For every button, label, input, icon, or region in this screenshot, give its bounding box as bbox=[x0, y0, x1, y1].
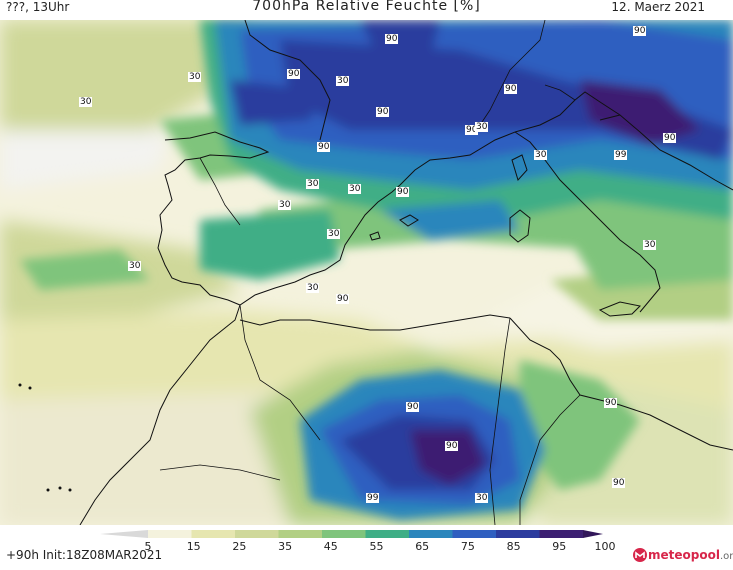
contour-label: 90 bbox=[604, 398, 618, 408]
colorbar-swatch bbox=[539, 530, 584, 538]
meteopool-logo[interactable]: meteopool.org bbox=[632, 546, 733, 564]
contour-label: 90 bbox=[465, 125, 479, 135]
colorbar-under-arrow bbox=[100, 530, 148, 538]
colorbar-tick-label: 45 bbox=[324, 540, 338, 553]
colorbar-swatch bbox=[322, 530, 366, 538]
colorbar-swatches bbox=[100, 530, 603, 538]
contour-label: 30 bbox=[475, 493, 489, 503]
contour-label: 90 bbox=[406, 402, 420, 412]
colorbar-swatch bbox=[278, 530, 323, 538]
map-title: 700hPa Relative Feuchte [%] bbox=[252, 0, 481, 14]
contour-label: 90 bbox=[612, 478, 626, 488]
colorbar-over-arrow bbox=[583, 530, 603, 538]
colorbar-labels: 5 15 25 35 45 55 65 75 85 95 100 bbox=[145, 540, 616, 553]
colorbar-tick-label: 55 bbox=[370, 540, 384, 553]
logo-icon bbox=[633, 548, 647, 562]
contour-label: 99 bbox=[614, 150, 628, 160]
colorbar-tick-label: 95 bbox=[552, 540, 566, 553]
run-info: +90h Init:18Z08MAR2021 bbox=[6, 548, 163, 562]
country-borders bbox=[159, 20, 581, 525]
colorbar-swatch bbox=[191, 530, 236, 538]
contour-label: 90 bbox=[336, 294, 350, 304]
colorbar-tick-label: 85 bbox=[507, 540, 521, 553]
contour-label: 30 bbox=[475, 122, 489, 132]
contour-label: 90 bbox=[385, 34, 399, 44]
island-markers bbox=[18, 383, 72, 492]
contour-label: 90 bbox=[287, 69, 301, 79]
colorbar-tick-label: 75 bbox=[461, 540, 475, 553]
colorbar-swatch bbox=[235, 530, 279, 538]
contour-label: 90 bbox=[317, 142, 331, 152]
valid-time-label: ???, 13Uhr bbox=[6, 0, 70, 14]
contour-label: 30 bbox=[336, 76, 350, 86]
colorbar-scale: 5 15 25 35 45 55 65 75 85 95 100 bbox=[100, 530, 616, 553]
colorbar-tick-label: 65 bbox=[415, 540, 429, 553]
contour-label: 30 bbox=[534, 150, 548, 160]
contour-label: 30 bbox=[128, 261, 142, 271]
contour-label: 90 bbox=[663, 133, 677, 143]
colorbar-swatch bbox=[452, 530, 497, 538]
contour-label: 90 bbox=[504, 84, 518, 94]
contour-label: 90 bbox=[633, 26, 647, 36]
contour-label: 30 bbox=[306, 179, 320, 189]
humidity-map: 90 90 30 30 90 30 90 90 90 30 90 90 30 30 30 30 30 30 99 30… bbox=[0, 20, 733, 525]
contour-label: 30 bbox=[306, 283, 320, 293]
contour-label: 30 bbox=[278, 200, 292, 210]
contour-label: 90 bbox=[445, 441, 459, 451]
contour-label: 99 bbox=[366, 493, 380, 503]
forecast-date: 12. Maerz 2021 bbox=[611, 0, 705, 14]
map-header: ???, 13Uhr 700hPa Relative Feuchte [%] 1… bbox=[0, 0, 733, 20]
colorbar-tick-label: 15 bbox=[187, 540, 201, 553]
humidity-field bbox=[0, 20, 733, 525]
colorbar-tick-label: 35 bbox=[278, 540, 292, 553]
colorbar-tick-label: 5 bbox=[145, 540, 152, 553]
contour-label: 30 bbox=[643, 240, 657, 250]
colorbar-swatch bbox=[496, 530, 540, 538]
contour-label: 30 bbox=[327, 229, 341, 239]
contour-label: 90 bbox=[376, 107, 390, 117]
colorbar-tick-label: 100 bbox=[595, 540, 616, 553]
contour-label: 30 bbox=[348, 184, 362, 194]
coastlines bbox=[79, 20, 733, 525]
contour-label: 30 bbox=[79, 97, 93, 107]
colorbar-tick-label: 25 bbox=[232, 540, 246, 553]
logo-text: meteopool.org bbox=[648, 548, 733, 562]
contour-label: 30 bbox=[188, 72, 202, 82]
colorbar: 5 15 25 35 45 55 65 75 85 95 100 bbox=[0, 525, 733, 566]
colorbar-swatch bbox=[148, 530, 192, 538]
colorbar-swatch bbox=[409, 530, 453, 538]
contour-label: 90 bbox=[396, 187, 410, 197]
colorbar-swatch bbox=[365, 530, 410, 538]
